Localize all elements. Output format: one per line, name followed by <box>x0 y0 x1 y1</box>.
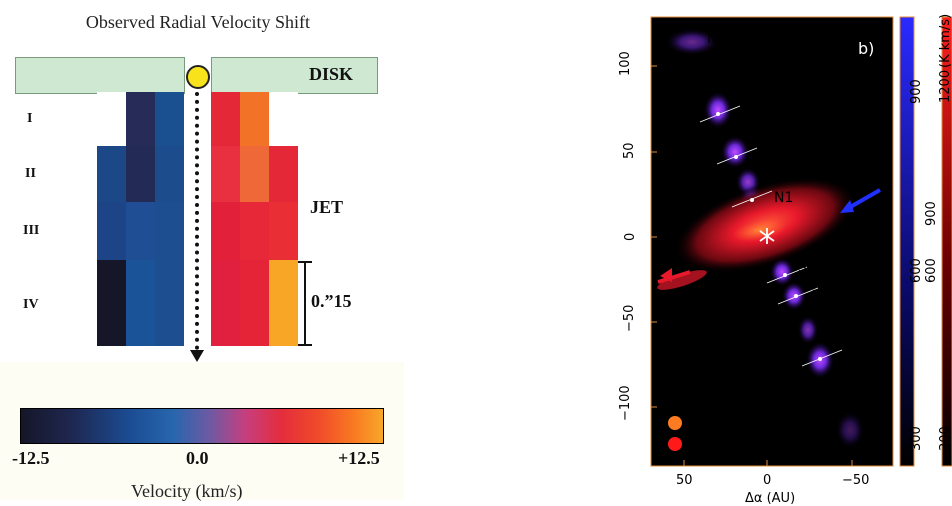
knot-label-s1: S1 <box>798 260 816 276</box>
scale-bar <box>304 261 306 345</box>
diagram-title: Observed Radial Velocity Shift <box>85 12 311 32</box>
scale-bar-cap-top <box>298 261 312 263</box>
knot-label-n3: N3 <box>740 101 759 117</box>
blue-velocity-grid <box>97 92 184 346</box>
blue-cell-r1-c1 <box>97 92 126 146</box>
blue-cell-r3-c3 <box>155 202 184 260</box>
blue-cell-r3-c1 <box>97 202 126 260</box>
sio-map: N4 N3 N2 N1 S1 S2 S3 b) Cont SiO 100 50 … <box>618 14 952 506</box>
blue-intensity-bar <box>899 16 915 467</box>
row-label-iv: IV <box>23 297 39 312</box>
red-velocity-grid <box>211 92 298 346</box>
scale-bar-cap-bottom <box>298 344 312 346</box>
panel-label: b) <box>858 39 874 58</box>
red-cell-r4-c1 <box>211 260 240 346</box>
jet-axis-dotted <box>195 92 199 350</box>
row-label-i: I <box>27 111 33 126</box>
red-lobe-tail <box>657 270 707 290</box>
x-tick-neg50: −50 <box>842 473 869 488</box>
y-tick-0: 0 <box>623 233 638 241</box>
red-cell-r1-c3 <box>269 92 298 146</box>
blue-cell-r2-c2 <box>126 146 155 202</box>
y-tick-100: 100 <box>618 51 633 76</box>
x-axis-label: Δα (AU) <box>745 491 795 506</box>
red-cell-r4-c3 <box>269 260 298 346</box>
red-cell-r1-c2 <box>240 92 269 146</box>
row-label-ii: II <box>25 166 36 181</box>
legend-dot-cont <box>668 416 682 430</box>
disk-bar-right <box>211 57 378 94</box>
knot-label-s3: S3 <box>843 346 861 362</box>
y-tick-neg100: −100 <box>618 385 633 421</box>
red-arrow-head <box>660 268 672 282</box>
velocity-colorbar <box>20 408 384 444</box>
red-cell-r2-c2 <box>240 146 269 202</box>
jet-label: JET <box>310 197 344 217</box>
knot-label-s2: S2 <box>811 288 829 304</box>
blue-cell-r1-c3 <box>155 92 184 146</box>
red-bar-tick-600: 600 <box>924 258 939 283</box>
red-bar-tick-300: 300 <box>938 426 952 451</box>
colorbar-tick-min: -12.5 <box>12 448 50 468</box>
jet-axis-arrowhead <box>190 350 204 362</box>
red-bar-tick-900: 900 <box>924 201 939 226</box>
y-tick-neg50: −50 <box>622 305 637 332</box>
red-cell-r3-c3 <box>269 202 298 260</box>
knot-label-n2: N2 <box>757 146 776 162</box>
blue-bar-tick-600: 600 <box>909 258 924 283</box>
red-arrow <box>657 270 691 284</box>
disk-label: DISK <box>309 64 354 84</box>
red-cell-r3-c2 <box>240 202 269 260</box>
legend-label-cont: Cont <box>686 416 714 430</box>
blue-arrow-head <box>840 200 854 213</box>
x-tick-0: 0 <box>763 473 771 488</box>
colorbar-title: Velocity (km/s) <box>131 481 243 501</box>
blue-cell-r3-c2 <box>126 202 155 260</box>
red-bar-unit: (K km/s) <box>938 14 952 68</box>
source-asterisk <box>759 228 775 244</box>
row-label-iii: III <box>23 223 40 238</box>
red-intensity-bar <box>941 16 952 467</box>
colorbar-tick-max: +12.5 <box>338 448 380 468</box>
y-tick-50: 50 <box>622 142 637 159</box>
disk-bar-left <box>15 57 185 94</box>
y-axis-ticks <box>651 65 853 466</box>
blue-bar-tick-900: 900 <box>909 79 924 104</box>
red-cell-r4-c2 <box>240 260 269 346</box>
red-cell-r1-c1 <box>211 92 240 146</box>
blue-bar-tick-300: 300 <box>909 426 924 451</box>
blue-cell-r1-c2 <box>126 92 155 146</box>
blue-cell-r2-c1 <box>97 146 126 202</box>
red-cell-r2-c1 <box>211 146 240 202</box>
knot-dots <box>716 112 822 361</box>
colorbar-tick-mid: 0.0 <box>186 448 209 468</box>
blue-cell-r4-c1 <box>97 260 126 346</box>
knot-label-n4: N4 <box>707 31 726 47</box>
legend-label-sio: SiO <box>686 437 706 451</box>
knot-label-n1: N1 <box>774 190 793 206</box>
red-bar-tick-1200: 1200 <box>938 70 952 103</box>
star-marker <box>186 65 210 89</box>
x-tick-50: 50 <box>676 473 693 488</box>
blue-cell-r2-c3 <box>155 146 184 202</box>
blue-cell-r4-c3 <box>155 260 184 346</box>
red-cell-r2-c3 <box>269 146 298 202</box>
red-cell-r3-c1 <box>211 202 240 260</box>
scale-label: 0.”15 <box>311 291 352 311</box>
legend-dot-sio <box>668 437 682 451</box>
blue-cell-r4-c2 <box>126 260 155 346</box>
continuum-core <box>732 218 788 242</box>
